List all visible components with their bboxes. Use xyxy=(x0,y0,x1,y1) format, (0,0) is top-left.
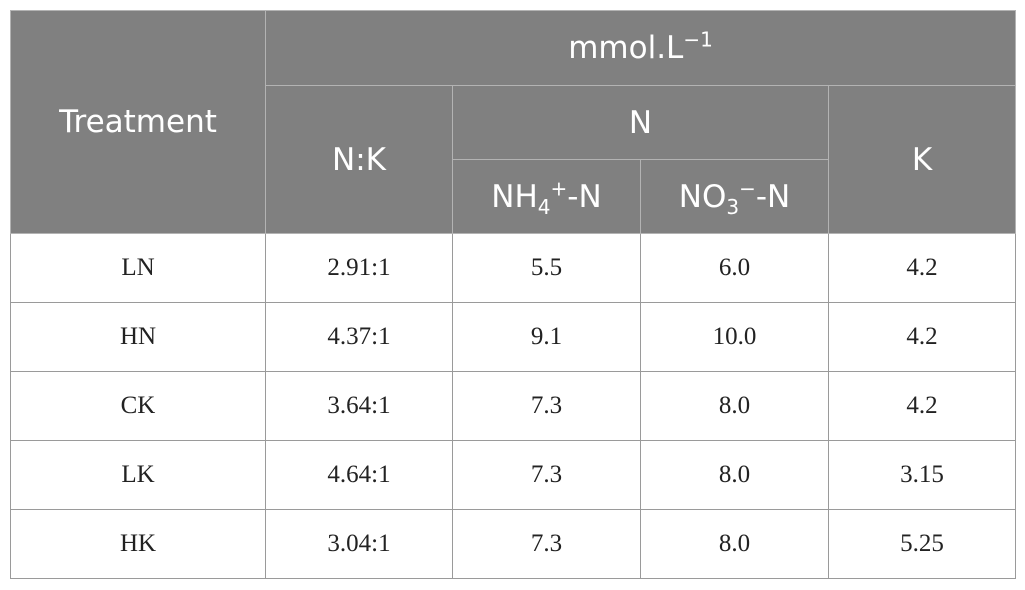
header-text: N xyxy=(628,104,653,141)
table-cell: 4.2 xyxy=(827,302,1017,372)
header-cell: K xyxy=(827,85,1017,234)
header-text: Treatment xyxy=(59,104,217,140)
header-cell: N:K xyxy=(265,85,453,234)
table-body: LN 2.91:1 5.5 6.0 4.2 HN 4.37:1 9.1 10.0 4.2 CK 3.6… xyxy=(10,233,1017,579)
table-cell: 4.64:1 xyxy=(265,440,453,510)
table-cell: LK xyxy=(10,440,266,510)
table-row: HN 4.37:1 9.1 10.0 4.2 xyxy=(10,302,1017,372)
subscript: 4 xyxy=(537,194,551,219)
header-cell: NH4+-N xyxy=(452,159,641,234)
table-cell: 7.3 xyxy=(452,509,641,579)
header-cell: N xyxy=(452,85,829,160)
header-text: NO xyxy=(678,178,727,215)
table-cell: CK xyxy=(10,371,266,441)
superscript: + xyxy=(550,176,568,201)
header-text: NH xyxy=(491,178,538,215)
table-cell: 4.37:1 xyxy=(265,302,453,372)
header-text: N:K xyxy=(332,141,386,178)
header-text: -N xyxy=(755,178,791,215)
header-text: K xyxy=(911,141,933,178)
table-row: CK 3.64:1 7.3 8.0 4.2 xyxy=(10,371,1017,441)
table-row: LN 2.91:1 5.5 6.0 4.2 xyxy=(10,233,1017,303)
table-cell: LN xyxy=(10,233,266,303)
header-cell: mmol.L−1 xyxy=(264,10,1017,86)
table-cell: 8.0 xyxy=(640,509,829,579)
table-cell: 6.0 xyxy=(640,233,829,303)
superscript: − xyxy=(739,176,756,201)
table-cell: 10.0 xyxy=(640,302,829,372)
data-table: Treatment mmol.L−1 N:K N K NH4+-N NO3−-N… xyxy=(10,10,1017,579)
header-row: N:K N K xyxy=(11,85,1017,234)
table-row: LK 4.64:1 7.3 8.0 3.15 xyxy=(10,440,1017,510)
table-cell: 8.0 xyxy=(640,371,829,441)
table-cell: 4.2 xyxy=(827,233,1017,303)
header-text: -N xyxy=(567,178,602,215)
header-cell: Treatment xyxy=(10,10,266,234)
table-cell: HN xyxy=(10,302,266,372)
table-cell: 5.25 xyxy=(827,509,1017,579)
subscript: 3 xyxy=(726,194,740,219)
table-cell: 3.04:1 xyxy=(265,509,453,579)
table-cell: 8.0 xyxy=(640,440,829,510)
table-header: Treatment mmol.L−1 N:K N K NH4+-N NO3−-N xyxy=(10,10,1017,234)
table-row: HK 3.04:1 7.3 8.0 5.25 xyxy=(10,509,1017,579)
table-cell: 9.1 xyxy=(452,302,641,372)
header-row: Treatment mmol.L−1 xyxy=(10,10,1017,234)
table-cell: 3.15 xyxy=(827,440,1017,510)
superscript: −1 xyxy=(683,27,713,52)
table-cell: 3.64:1 xyxy=(265,371,453,441)
table-cell: 7.3 xyxy=(452,440,641,510)
header-cell: NO3−-N xyxy=(640,159,829,234)
header-row: NH4+-N NO3−-N xyxy=(11,159,1016,234)
table-cell: 4.2 xyxy=(827,371,1017,441)
table-cell: 2.91:1 xyxy=(265,233,453,303)
table-cell: 7.3 xyxy=(452,371,641,441)
table-cell: 5.5 xyxy=(452,233,641,303)
table-cell: HK xyxy=(10,509,266,579)
header-text: mmol.L xyxy=(568,30,684,66)
